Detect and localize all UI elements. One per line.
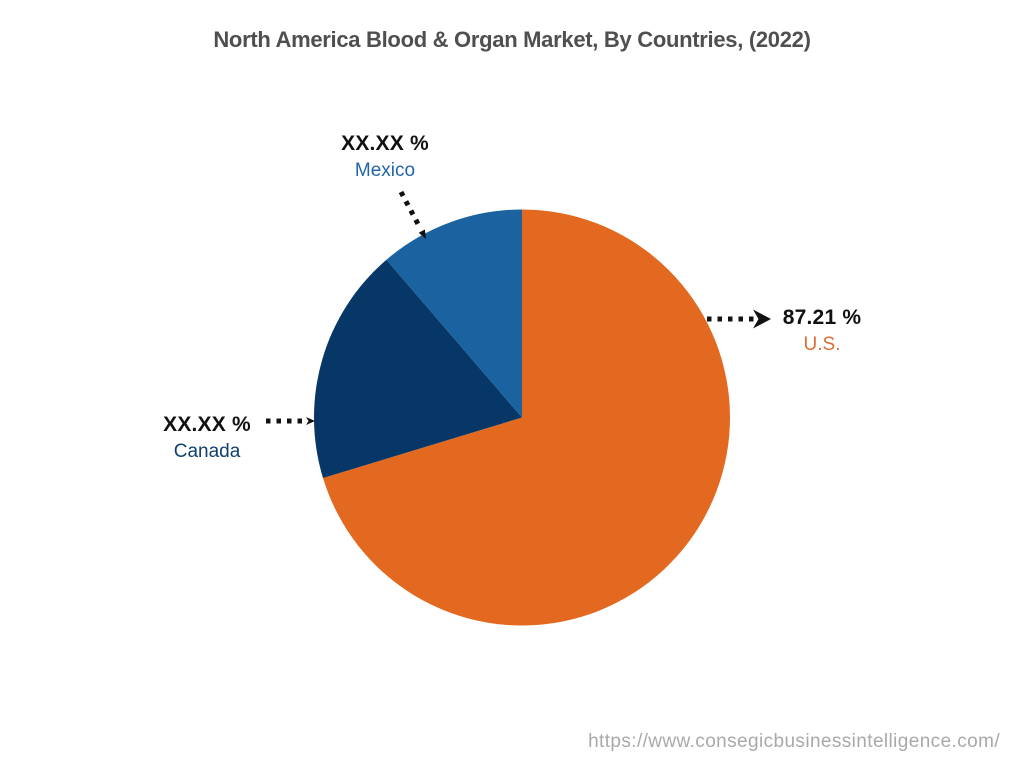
- footer-url: https://www.consegicbusinessintelligence…: [588, 731, 1000, 752]
- arrowhead-canada-icon: [306, 417, 315, 425]
- canada-value: XX.XX %: [163, 413, 251, 436]
- callout-mexico: XX.XX % Mexico: [320, 133, 450, 180]
- callout-canada: XX.XX % Canada: [142, 414, 272, 461]
- us-label: U.S.: [803, 334, 841, 355]
- leader-line-mexico: [398, 190, 421, 226]
- arrowhead-mexico-icon: [418, 229, 426, 239]
- pie-slice-mexico: [386, 209, 522, 418]
- chart-title: North America Blood & Organ Market, By C…: [213, 27, 811, 52]
- mexico-label: Mexico: [354, 160, 416, 181]
- us-value: 87.21 %: [782, 306, 862, 329]
- pie-slices: [313, 209, 730, 626]
- callout-us: 87.21 % U.S.: [757, 307, 887, 354]
- pie-slice-us: [323, 209, 730, 626]
- canada-label: Canada: [173, 441, 241, 462]
- pie-slice-canada: [313, 259, 522, 479]
- mexico-value: XX.XX %: [341, 132, 429, 155]
- arrowhead-us-icon: [753, 309, 771, 329]
- leader-lines: [266, 190, 771, 425]
